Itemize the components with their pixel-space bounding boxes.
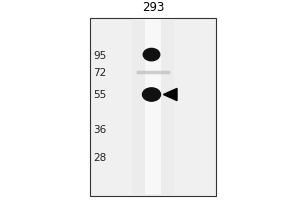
Ellipse shape [142, 88, 160, 101]
Ellipse shape [143, 48, 160, 61]
Text: 293: 293 [142, 1, 164, 14]
Text: 55: 55 [93, 90, 106, 100]
Text: 72: 72 [93, 68, 106, 78]
Text: 95: 95 [93, 51, 106, 61]
Text: 36: 36 [93, 125, 106, 135]
Bar [90, 18, 216, 196]
Polygon shape [164, 88, 177, 101]
Text: 28: 28 [93, 153, 106, 163]
Bar [145, 19, 161, 194]
Bar [132, 19, 174, 194]
